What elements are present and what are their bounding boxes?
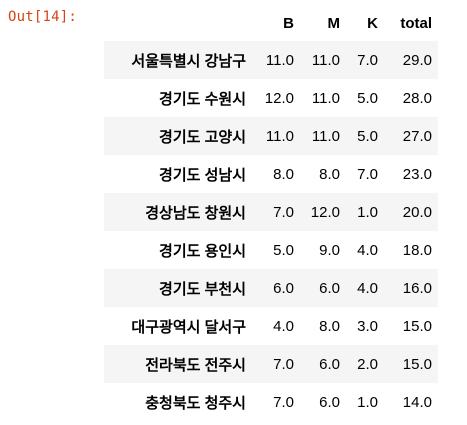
table-cell: 6.0 bbox=[319, 393, 340, 411]
table-cell: 1.0 bbox=[357, 393, 378, 411]
table-cell: 6.0 bbox=[319, 355, 340, 373]
table-header: B M K total bbox=[104, 5, 438, 41]
table-row: 경기도 성남시 8.0 8.0 7.0 23.0 bbox=[104, 155, 438, 193]
table-cell: 11.0 bbox=[311, 89, 340, 107]
table-cell: 7.0 bbox=[273, 393, 294, 411]
row-index-label: 서울특별시 강남구 bbox=[131, 52, 246, 70]
table-cell: 12.0 bbox=[310, 203, 340, 221]
table-row: 경기도 용인시 5.0 9.0 4.0 18.0 bbox=[104, 231, 438, 269]
table-cell: 8.0 bbox=[273, 165, 294, 183]
table-cell: 9.0 bbox=[319, 241, 340, 259]
column-header-k: K bbox=[367, 14, 378, 32]
table-cell: 7.0 bbox=[273, 203, 294, 221]
table-cell: 7.0 bbox=[357, 51, 378, 69]
row-index-label: 경기도 고양시 bbox=[159, 128, 246, 146]
column-header-b: B bbox=[283, 14, 294, 32]
table-row: 경기도 수원시 12.0 11.0 5.0 28.0 bbox=[104, 79, 438, 117]
table-cell: 3.0 bbox=[357, 317, 378, 335]
row-index-label: 충청북도 청주시 bbox=[145, 394, 246, 412]
table-row: 경상남도 창원시 7.0 12.0 1.0 20.0 bbox=[104, 193, 438, 231]
row-index-label: 대구광역시 달서구 bbox=[131, 318, 246, 336]
table-cell: 7.0 bbox=[273, 355, 294, 373]
table-cell: 1.0 bbox=[357, 203, 378, 221]
table-cell: 20.0 bbox=[402, 203, 432, 221]
row-index-label: 경기도 부천시 bbox=[159, 280, 246, 298]
table-cell: 5.0 bbox=[357, 89, 378, 107]
row-index-label: 전라북도 전주시 bbox=[145, 356, 246, 374]
table-cell: 11.0 bbox=[311, 127, 340, 145]
header-row: B M K total bbox=[104, 5, 438, 41]
table-row: 전라북도 전주시 7.0 6.0 2.0 15.0 bbox=[104, 345, 438, 383]
table-cell: 2.0 bbox=[357, 355, 378, 373]
table-cell: 8.0 bbox=[319, 165, 340, 183]
table-cell: 4.0 bbox=[357, 241, 378, 259]
table-cell: 4.0 bbox=[357, 279, 378, 297]
table-cell: 8.0 bbox=[319, 317, 340, 335]
column-header-total: total bbox=[400, 14, 432, 32]
output-prompt: Out[14]: bbox=[8, 9, 78, 25]
table-cell: 4.0 bbox=[273, 317, 294, 335]
table-row: 충청북도 청주시 7.0 6.0 1.0 14.0 bbox=[104, 383, 438, 421]
table-cell: 6.0 bbox=[319, 279, 340, 297]
table-cell: 14.0 bbox=[402, 393, 432, 411]
table-cell: 11.0 bbox=[265, 127, 294, 145]
table-cell: 11.0 bbox=[311, 51, 340, 69]
table-cell: 5.0 bbox=[273, 241, 294, 259]
table-cell: 28.0 bbox=[402, 89, 432, 107]
table-row: 서울특별시 강남구 11.0 11.0 7.0 29.0 bbox=[104, 41, 438, 79]
table-cell: 29.0 bbox=[402, 51, 432, 69]
row-index-label: 경기도 성남시 bbox=[159, 166, 246, 184]
row-index-label: 경기도 용인시 bbox=[159, 242, 246, 260]
table-row: 대구광역시 달서구 4.0 8.0 3.0 15.0 bbox=[104, 307, 438, 345]
table-cell: 18.0 bbox=[402, 241, 432, 259]
table-cell: 6.0 bbox=[273, 279, 294, 297]
index-header bbox=[104, 5, 254, 41]
table-cell: 27.0 bbox=[402, 127, 432, 145]
dataframe-table: B M K total 서울특별시 강남구 11.0 11.0 7.0 29.0 경기도 … bbox=[104, 5, 438, 421]
row-index-label: 경기도 수원시 bbox=[159, 90, 246, 108]
table-row: 경기도 고양시 11.0 11.0 5.0 27.0 bbox=[104, 117, 438, 155]
table-cell: 15.0 bbox=[402, 355, 432, 373]
table-body: 서울특별시 강남구 11.0 11.0 7.0 29.0 경기도 수원시 12.0 11.0 5… bbox=[104, 41, 438, 421]
table-cell: 23.0 bbox=[402, 165, 432, 183]
table-cell: 5.0 bbox=[357, 127, 378, 145]
table-cell: 12.0 bbox=[264, 89, 294, 107]
table-cell: 7.0 bbox=[357, 165, 378, 183]
table-row: 경기도 부천시 6.0 6.0 4.0 16.0 bbox=[104, 269, 438, 307]
column-header-m: M bbox=[327, 14, 341, 32]
table-cell: 11.0 bbox=[265, 51, 294, 69]
table-cell: 16.0 bbox=[402, 279, 432, 297]
table-cell: 15.0 bbox=[402, 317, 432, 335]
row-index-label: 경상남도 창원시 bbox=[145, 204, 246, 222]
